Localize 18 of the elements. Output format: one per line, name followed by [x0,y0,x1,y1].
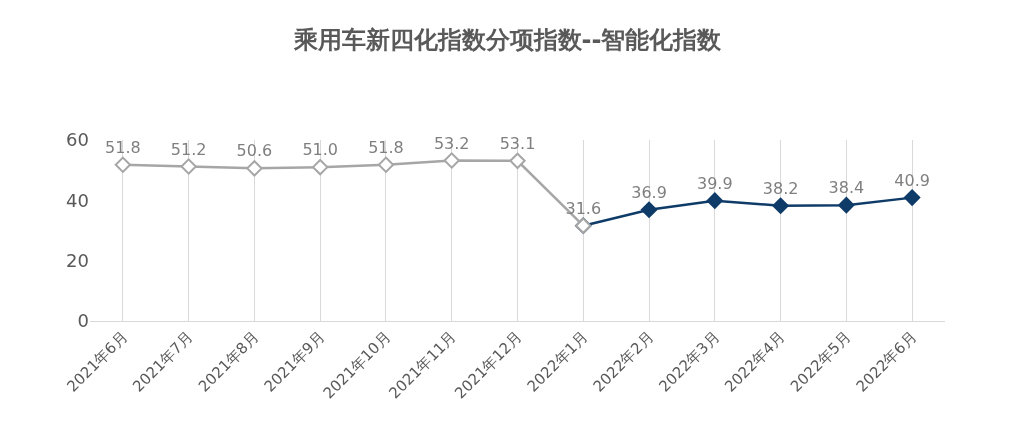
y-tick-label: 60 [66,129,89,151]
data-label: 39.9 [697,173,733,193]
data-label: 40.9 [894,170,930,190]
data-label: 36.9 [631,182,667,202]
y-tick-label: 20 [66,249,89,271]
data-label: 53.2 [433,133,470,153]
chart-title: 乘用车新四化指数分项指数--智能化指数 [292,25,723,54]
data-label: 53.1 [499,133,536,153]
y-tick-label: 0 [77,310,89,332]
y-tick-label: 40 [66,189,89,211]
data-label: 31.6 [565,198,602,218]
data-label: 50.6 [236,141,273,161]
data-label: 51.2 [170,139,207,159]
data-label: 38.2 [762,178,799,198]
data-label: 38.4 [828,178,865,198]
data-label: 51.8 [105,137,141,157]
data-label: 51.8 [368,137,404,157]
data-label: 51.0 [302,140,338,160]
